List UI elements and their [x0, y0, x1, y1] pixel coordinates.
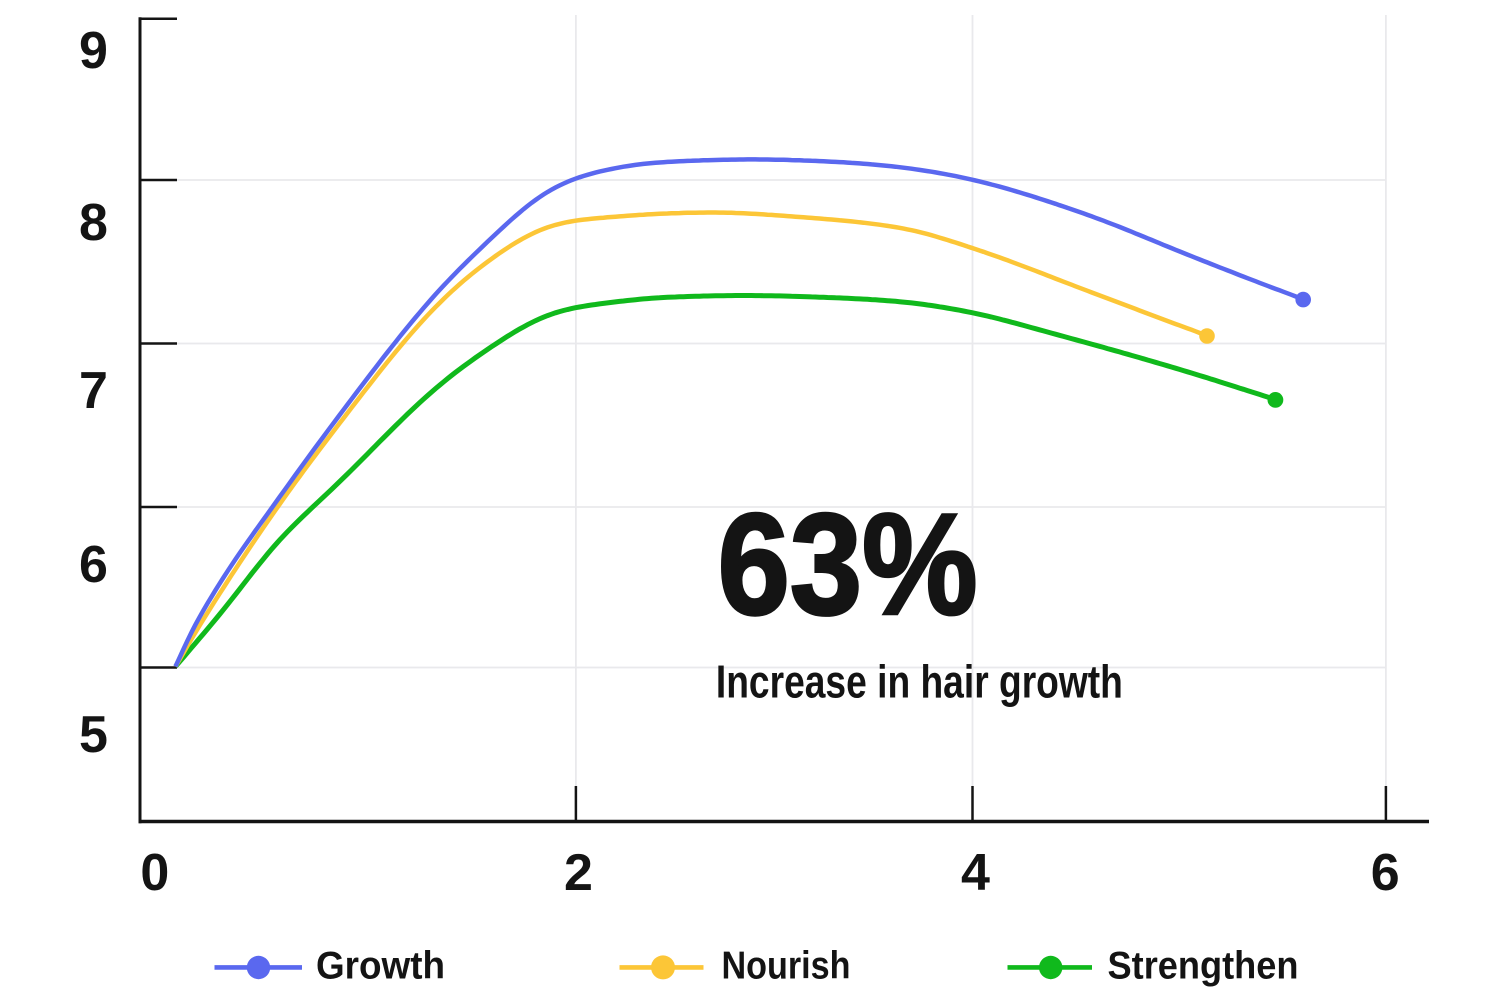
- svg-text:Increase in hair growth: Increase in hair growth: [716, 656, 1123, 708]
- svg-text:5: 5: [79, 706, 108, 764]
- svg-text:6: 6: [79, 536, 108, 594]
- svg-text:6: 6: [1371, 844, 1400, 902]
- svg-text:8: 8: [79, 194, 108, 252]
- svg-text:7: 7: [79, 362, 108, 420]
- svg-text:63%: 63%: [718, 484, 978, 645]
- svg-text:Nourish: Nourish: [722, 944, 851, 987]
- svg-text:Strengthen: Strengthen: [1108, 944, 1299, 987]
- svg-text:4: 4: [961, 844, 990, 902]
- svg-text:9: 9: [79, 22, 108, 80]
- svg-text:Growth: Growth: [316, 944, 445, 987]
- svg-text:2: 2: [564, 844, 593, 902]
- svg-text:0: 0: [140, 844, 169, 902]
